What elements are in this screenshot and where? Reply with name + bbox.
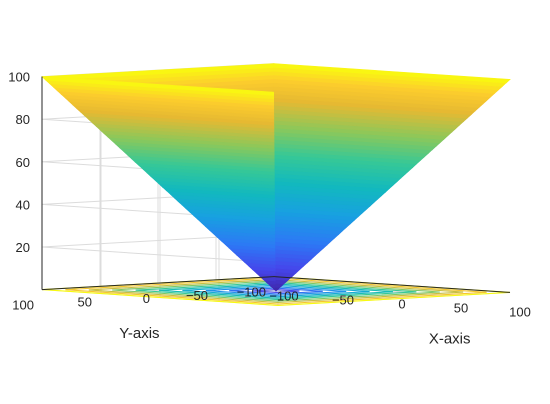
contour-line [135, 281, 417, 301]
contour-line [88, 278, 464, 304]
z-tick-label: 60 [16, 155, 30, 170]
y-tick-label: −50 [186, 288, 208, 303]
x-tick-label: 50 [454, 300, 468, 315]
x-tick-label: 100 [509, 304, 531, 319]
z-tick-label: 80 [16, 112, 30, 127]
x-tick-label: 0 [398, 297, 405, 312]
contour-line [182, 284, 370, 298]
contour-line [252, 289, 300, 293]
contour-line [65, 277, 487, 305]
y-tick-label: −100 [237, 285, 266, 300]
tick-labels: −100 −50 0 50 100 −100 −50 0 50 100 20 40 60 80 100 [8, 70, 531, 320]
surface-face-back-right [41, 76, 279, 292]
surface-face-front-left [273, 63, 511, 292]
x-tick-label: −100 [269, 289, 298, 304]
y-axis-line [41, 276, 275, 291]
y-tick-label: 100 [12, 298, 34, 313]
y-axis-label: Y-axis [119, 325, 159, 342]
x-axis-label: X-axis [429, 331, 471, 348]
z-tick-label: 20 [16, 240, 30, 255]
contour-line [229, 287, 323, 295]
y-tick-label: 0 [143, 291, 150, 306]
x-tick-label: −50 [332, 293, 354, 308]
contour-line [205, 286, 347, 296]
axes [41, 76, 511, 293]
x-axis-line [273, 276, 511, 293]
contour-line [158, 283, 394, 299]
z-tick-label: 40 [16, 197, 30, 212]
contour-line [112, 280, 440, 302]
grid-line [41, 246, 279, 264]
z-tick-label: 100 [8, 70, 30, 85]
surface [41, 63, 511, 292]
y-tick-label: 50 [78, 294, 92, 309]
